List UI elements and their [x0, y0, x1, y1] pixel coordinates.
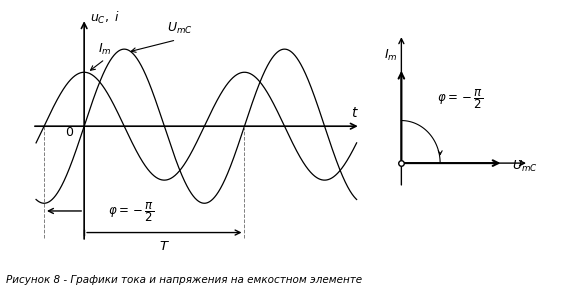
Text: $0$: $0$ [65, 126, 74, 139]
Text: $U_{mC}$: $U_{mC}$ [167, 21, 193, 36]
Text: $t$: $t$ [351, 106, 359, 120]
Text: $\varphi=-\dfrac{\pi}{2}$: $\varphi=-\dfrac{\pi}{2}$ [108, 201, 154, 224]
Text: Рисунок 8 - Графики тока и напряжения на емкостном элементе: Рисунок 8 - Графики тока и напряжения на… [6, 275, 362, 285]
Text: $I_m$: $I_m$ [384, 48, 398, 63]
Text: $\varphi=-\dfrac{\pi}{2}$: $\varphi=-\dfrac{\pi}{2}$ [438, 87, 484, 111]
Text: $T$: $T$ [159, 240, 170, 253]
Text: $U_{mC}$: $U_{mC}$ [512, 159, 537, 174]
Text: $I_m$: $I_m$ [98, 42, 112, 57]
Text: $u_C,\ i$: $u_C,\ i$ [90, 10, 120, 26]
